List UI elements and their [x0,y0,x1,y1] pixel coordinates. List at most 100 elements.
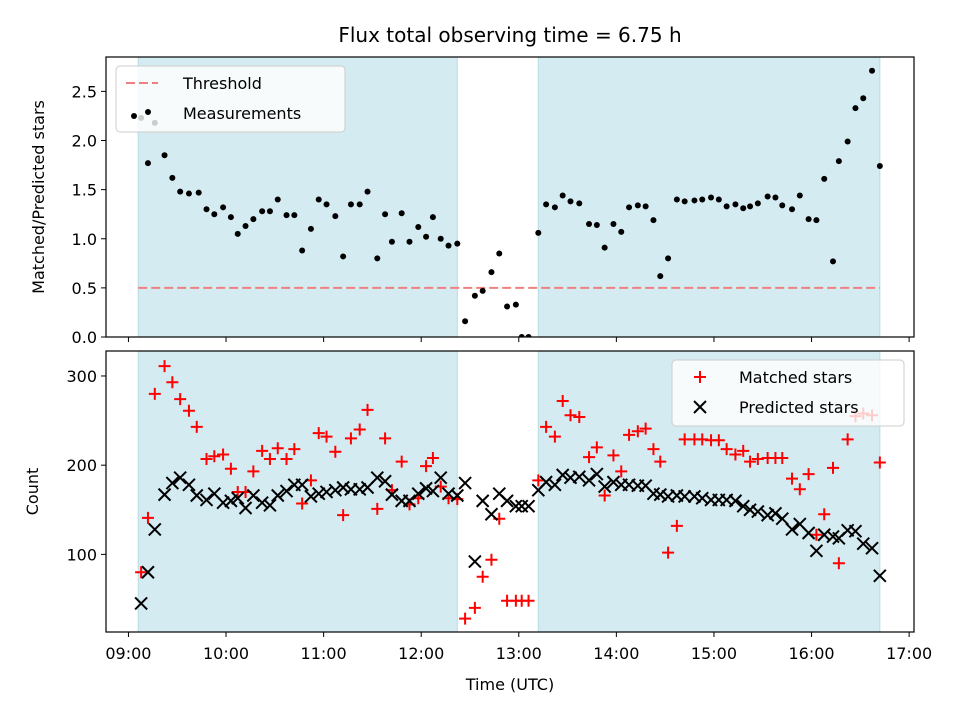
ratio-panel: 0.0 0.5 1.0 1.5 2.0 2.5 Matched/Predicted star… [29,56,915,347]
top-point-0-24 [332,213,339,220]
top-point-0-64 [657,273,664,280]
top-point-0-8 [203,206,210,213]
bottom-point-0-1 [141,511,154,524]
top-point-0-33 [406,238,413,245]
top-point-0-77 [764,193,771,200]
bottom-point-0-58 [607,449,620,462]
bottom-point-1-50 [539,475,553,489]
top-point-0-17 [274,196,281,203]
bottom-point-0-8 [200,452,213,465]
bottom-point-0-66 [670,519,683,532]
bottom-point-1-46 [509,499,523,513]
bottom-point-0-57 [598,489,611,502]
bottom-point-1-67 [677,489,692,504]
bottom-point-1-2 [148,522,162,537]
top-point-0-87 [844,138,851,145]
bottom-ytick-label-2: 300 [66,367,97,386]
top-point-0-7 [195,189,202,196]
bottom-point-0-16 [263,452,276,465]
top-point-0-74 [740,205,747,212]
bottom-point-0-60 [623,428,636,441]
top-point-0-63 [650,217,657,224]
bottom-axes-frame [105,350,915,633]
top-point-0-56 [593,222,600,228]
bottom-legend-swatch-1 [693,400,707,414]
top-point-0-21 [307,225,314,232]
top-point-0-61 [634,202,641,209]
bottom-point-1-74 [736,499,750,513]
bottom-legend-swatch-0 [694,371,706,383]
top-point-0-78 [772,194,779,201]
top-point-0-4 [169,174,176,181]
bottom-point-1-77 [760,508,775,522]
bottom-ytick-label-1: 200 [66,456,97,475]
bottom-point-1-13 [238,501,253,515]
bottom-point-1-8 [199,493,214,507]
top-series-0 [138,67,883,337]
bottom-point-1-43 [484,507,499,521]
bottom-point-1-57 [597,479,612,494]
bottom-point-0-20 [296,497,309,510]
bottom-point-0-2 [148,387,161,400]
top-point-0-37 [437,235,444,242]
bottom-point-0-82 [802,468,815,481]
top-point-0-15 [259,208,266,215]
bottom-point-1-33 [402,494,417,508]
bottom-point-1-89 [856,536,870,551]
top-point-0-38 [445,242,452,249]
top-legend-label-0: Threshold [182,74,262,93]
bottom-point-1-30 [378,474,392,488]
bottom-point-0-52 [556,394,569,407]
top-point-0-40 [462,318,469,325]
bottom-point-1-25 [336,480,350,495]
top-point-0-85 [830,258,837,265]
bottom-observing-window-0 [137,350,458,633]
bottom-point-1-4 [165,476,180,490]
top-point-0-29 [374,255,381,262]
top-point-0-51 [551,204,558,211]
bottom-point-0-80 [786,472,799,485]
bottom-point-0-10 [217,448,230,461]
bottom-point-0-23 [320,430,333,443]
top-point-0-70 [708,194,715,201]
bottom-point-0-43 [485,553,498,566]
top-legend: Threshold Measurements [115,65,346,133]
bottom-point-0-55 [583,451,596,464]
bottom-point-0-30 [379,432,392,445]
top-point-0-23 [323,201,330,208]
bottom-point-0-72 [720,443,733,456]
top-point-0-43 [488,269,495,276]
bottom-point-1-5 [173,470,187,485]
top-point-0-75 [747,203,754,210]
bottom-point-1-79 [775,512,789,526]
bottom-point-0-86 [832,557,845,570]
top-point-0-52 [559,192,566,199]
top-point-0-57 [601,244,608,251]
top-point-0-82 [805,216,812,223]
top-point-0-27 [356,201,363,208]
bottom-point-1-90 [865,541,879,555]
bottom-point-0-0 [135,566,148,579]
bottom-xtick-label-2: 11:00 [301,644,347,663]
bottom-point-1-35 [419,481,433,496]
top-point-0-54 [576,200,583,207]
top-ytick-label-1: 0.5 [72,279,97,298]
top-point-0-14 [250,216,257,223]
bottom-point-1-18 [279,484,294,498]
bottom-point-0-54 [573,411,586,424]
top-point-0-72 [723,203,730,210]
top-point-0-10 [220,204,227,211]
top-point-0-81 [796,192,803,199]
bottom-point-0-62 [639,422,652,435]
bottom-point-0-22 [312,427,325,440]
bottom-point-1-56 [590,467,604,481]
bottom-point-1-73 [728,494,743,508]
bottom-point-1-83 [809,544,824,558]
bottom-xtick-label-1: 10:00 [203,644,249,663]
bottom-point-0-17 [271,442,284,455]
bottom-xtick-label-4: 13:00 [496,644,542,663]
bottom-point-0-48 [522,594,535,607]
top-point-0-88 [852,105,859,112]
top-point-0-13 [242,222,249,229]
bottom-point-0-36 [426,452,439,465]
